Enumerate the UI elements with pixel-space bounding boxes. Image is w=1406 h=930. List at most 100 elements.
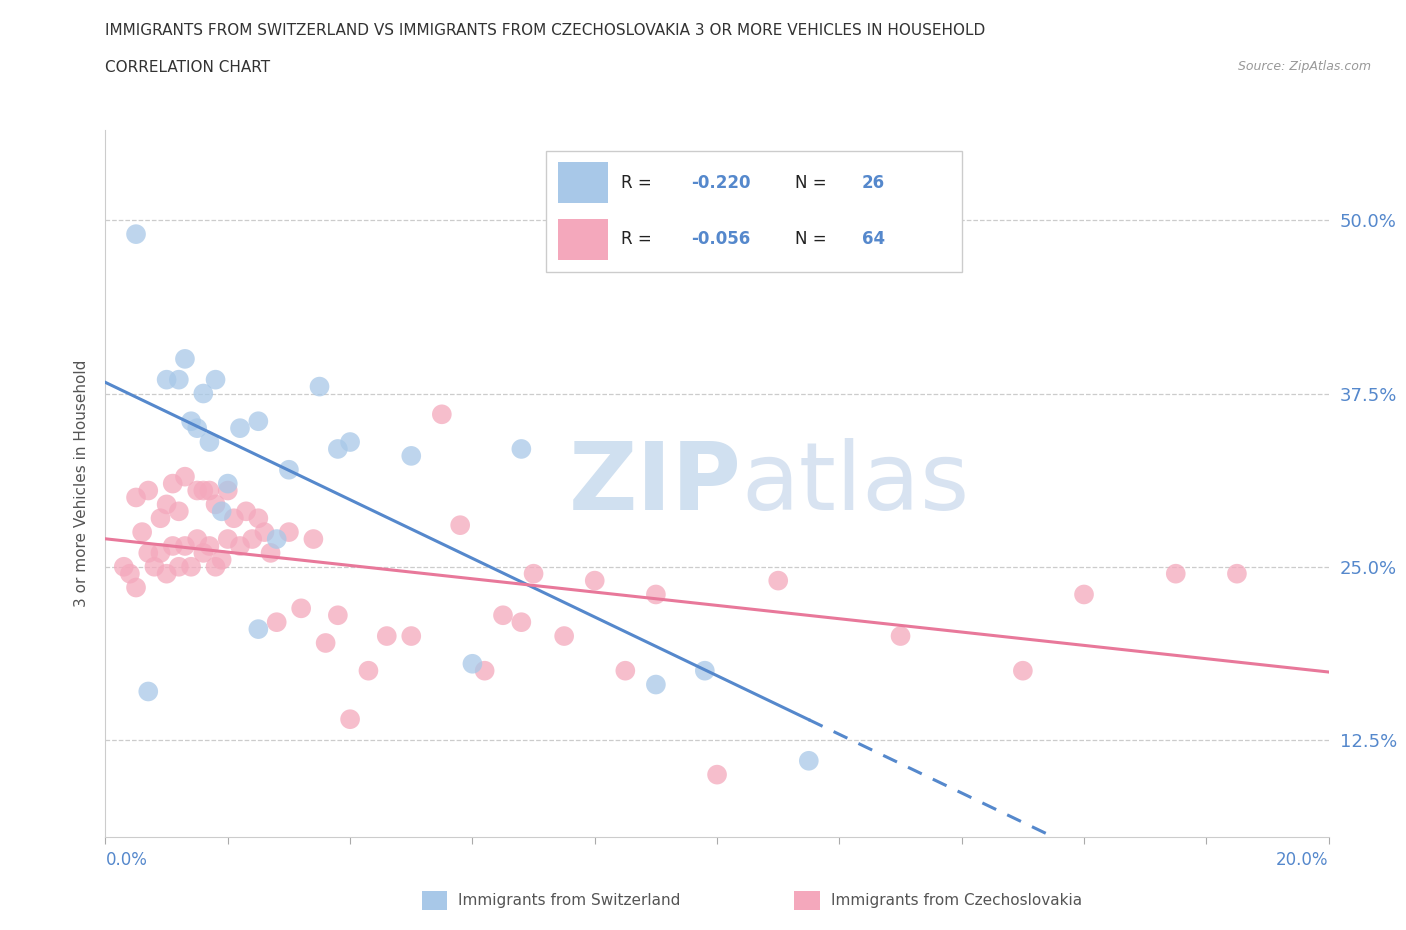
Point — [229, 538, 252, 553]
Point — [180, 414, 202, 429]
Point — [162, 476, 184, 491]
Point — [693, 663, 716, 678]
Point — [308, 379, 330, 394]
Point — [143, 559, 166, 574]
Point — [1011, 663, 1033, 678]
Point — [186, 420, 208, 435]
Point — [112, 559, 135, 574]
Point — [198, 483, 221, 498]
Text: -0.056: -0.056 — [692, 230, 751, 248]
Point — [583, 573, 606, 588]
Point — [149, 546, 172, 561]
Point — [167, 372, 190, 387]
Text: CORRELATION CHART: CORRELATION CHART — [105, 60, 270, 75]
Point — [315, 635, 337, 650]
Point — [492, 608, 515, 623]
Point — [193, 483, 215, 498]
Point — [155, 497, 177, 512]
Point — [131, 525, 153, 539]
Text: 0.0%: 0.0% — [105, 851, 148, 870]
Point — [290, 601, 312, 616]
Text: ZIP: ZIP — [568, 438, 741, 529]
Point — [193, 546, 215, 561]
Point — [253, 525, 276, 539]
Point — [167, 504, 190, 519]
FancyBboxPatch shape — [558, 162, 609, 203]
Point — [186, 532, 208, 547]
Text: IMMIGRANTS FROM SWITZERLAND VS IMMIGRANTS FROM CZECHOSLOVAKIA 3 OR MORE VEHICLES: IMMIGRANTS FROM SWITZERLAND VS IMMIGRANT… — [105, 23, 986, 38]
Point — [266, 532, 288, 547]
Point — [1073, 587, 1095, 602]
Text: N =: N = — [796, 174, 832, 192]
Text: 20.0%: 20.0% — [1277, 851, 1329, 870]
Text: R =: R = — [620, 230, 657, 248]
Point — [125, 580, 148, 595]
Point — [706, 767, 728, 782]
Point — [247, 621, 270, 636]
Point — [149, 511, 172, 525]
Point — [174, 538, 197, 553]
Point — [278, 462, 301, 477]
Point — [136, 483, 159, 498]
Text: N =: N = — [796, 230, 832, 248]
Text: 64: 64 — [862, 230, 884, 248]
Point — [266, 615, 288, 630]
Point — [401, 629, 423, 644]
Point — [278, 525, 301, 539]
Point — [247, 414, 270, 429]
Point — [204, 497, 226, 512]
Point — [326, 442, 349, 457]
Point — [180, 559, 202, 574]
Point — [553, 629, 575, 644]
Point — [247, 511, 270, 525]
Point — [430, 406, 453, 421]
Point — [644, 587, 666, 602]
Point — [155, 566, 177, 581]
Point — [614, 663, 637, 678]
Y-axis label: 3 or more Vehicles in Household: 3 or more Vehicles in Household — [75, 360, 90, 607]
Point — [174, 470, 197, 485]
Point — [193, 386, 215, 401]
Point — [461, 657, 484, 671]
Point — [136, 546, 159, 561]
Point — [510, 615, 533, 630]
Point — [339, 711, 361, 726]
Point — [375, 629, 398, 644]
Point — [217, 476, 239, 491]
Point — [259, 546, 281, 561]
Point — [198, 434, 221, 449]
Point — [240, 532, 263, 547]
Point — [155, 372, 177, 387]
Point — [644, 677, 666, 692]
Point — [1226, 566, 1249, 581]
Point — [118, 566, 141, 581]
Point — [198, 538, 221, 553]
Point — [326, 608, 349, 623]
Text: -0.220: -0.220 — [692, 174, 751, 192]
Point — [523, 566, 546, 581]
Text: R =: R = — [620, 174, 657, 192]
Point — [339, 434, 361, 449]
FancyBboxPatch shape — [558, 219, 609, 259]
Point — [125, 490, 148, 505]
Point — [204, 372, 226, 387]
Text: atlas: atlas — [741, 438, 970, 529]
FancyBboxPatch shape — [546, 152, 962, 272]
Text: Immigrants from Switzerland: Immigrants from Switzerland — [458, 893, 681, 908]
Point — [174, 352, 197, 366]
Point — [186, 483, 208, 498]
Point — [889, 629, 911, 644]
Point — [229, 420, 252, 435]
Point — [217, 532, 239, 547]
Point — [401, 448, 423, 463]
Point — [136, 684, 159, 699]
Point — [797, 753, 820, 768]
Point — [211, 504, 233, 519]
Point — [167, 559, 190, 574]
Point — [357, 663, 380, 678]
Text: 26: 26 — [862, 174, 884, 192]
Point — [768, 573, 790, 588]
Point — [235, 504, 257, 519]
Point — [211, 552, 233, 567]
Point — [510, 442, 533, 457]
